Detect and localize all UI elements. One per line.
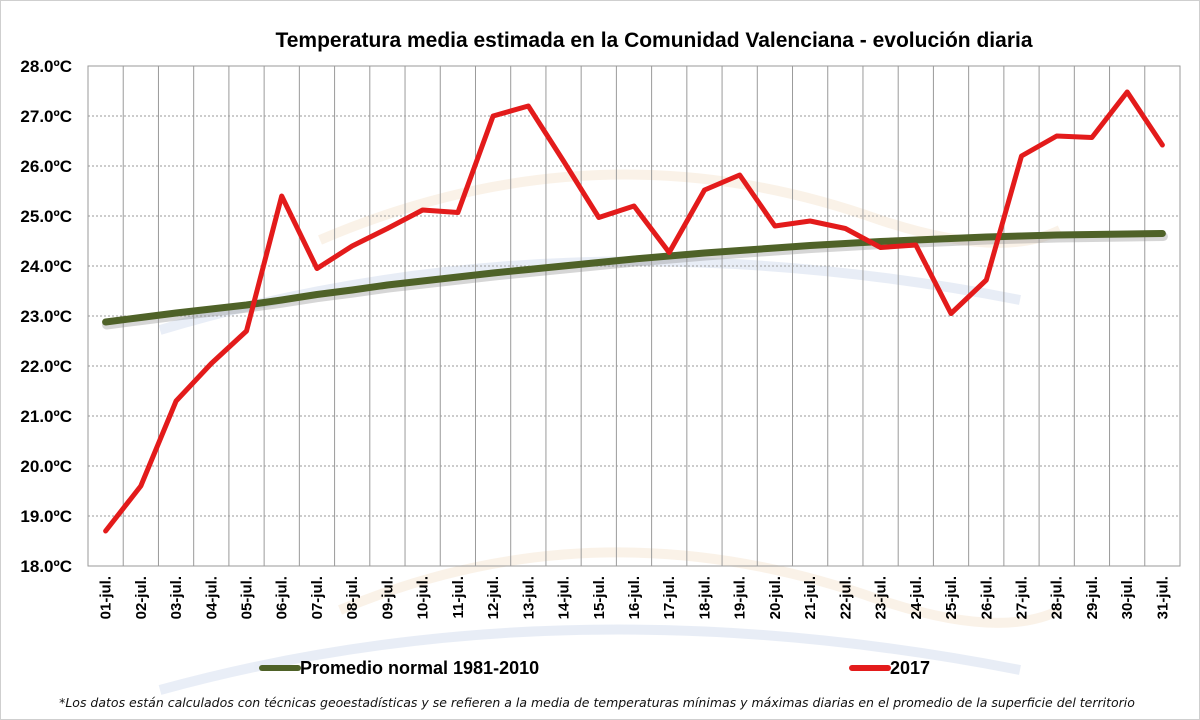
series-line-promedio (102, 230, 1166, 326)
x-tick-label: 16-jul. (626, 576, 643, 619)
series-line-2017 (103, 89, 1165, 534)
x-tick-label: 23-jul. (873, 576, 890, 619)
x-tick-label: 18-jul. (696, 576, 713, 619)
y-tick-label: 20.0ºC (20, 457, 72, 476)
x-tick-label: 27-jul. (1013, 576, 1030, 619)
x-tick-label: 20-jul. (767, 576, 784, 619)
series-layer (102, 89, 1168, 534)
x-tick-label: 15-jul. (591, 576, 608, 619)
x-tick-label: 03-jul. (168, 576, 185, 619)
x-tick-label: 13-jul. (520, 576, 537, 619)
chart-title: Temperatura media estimada en la Comunid… (275, 29, 1032, 52)
x-tick-label: 24-jul. (908, 576, 925, 619)
y-tick-label: 19.0ºC (20, 507, 72, 526)
x-tick-label: 30-jul. (1119, 576, 1136, 619)
footnote: *Los datos están calculados con técnicas… (59, 695, 1135, 710)
x-tick-label: 06-jul. (274, 576, 291, 619)
y-tick-label: 18.0ºC (20, 557, 72, 576)
x-axis-ticks: 01-jul. 02-jul. 03-jul. 04-jul. 05-jul. 06-ju… (98, 576, 1172, 619)
x-tick-label: 26-jul. (978, 576, 995, 619)
x-tick-label: 14-jul. (556, 576, 573, 619)
x-tick-label: 04-jul. (203, 576, 220, 619)
y-tick-label: 28.0ºC (20, 57, 72, 76)
x-tick-label: 08-jul. (344, 576, 361, 619)
x-tick-label: 19-jul. (732, 576, 749, 619)
y-tick-label: 21.0ºC (20, 407, 72, 426)
y-tick-label: 25.0ºC (20, 207, 72, 226)
x-tick-label: 31-jul. (1154, 576, 1171, 619)
y-tick-label: 26.0ºC (20, 157, 72, 176)
x-tick-label: 05-jul. (239, 576, 256, 619)
x-tick-label: 02-jul. (133, 576, 150, 619)
y-axis-ticks: 18.0ºC 19.0ºC 20.0ºC 21.0ºC 22.0ºC 23.0ºC 24.0… (20, 57, 72, 576)
x-tick-label: 28-jul. (1049, 576, 1066, 619)
x-tick-label: 21-jul. (802, 576, 819, 619)
x-tick-label: 12-jul. (485, 576, 502, 619)
x-tick-label: 17-jul. (661, 576, 678, 619)
legend-label-2017: 2017 (890, 658, 930, 678)
legend: Promedio normal 1981-2010 2017 (259, 658, 930, 678)
x-tick-label: 22-jul. (837, 576, 854, 619)
legend-label-promedio: Promedio normal 1981-2010 (300, 658, 539, 678)
y-tick-label: 27.0ºC (20, 107, 72, 126)
x-tick-label: 25-jul. (943, 576, 960, 619)
y-tick-label: 23.0ºC (20, 307, 72, 326)
y-tick-label: 22.0ºC (20, 357, 72, 376)
x-tick-label: 01-jul. (98, 576, 115, 619)
x-tick-label: 11-jul. (450, 576, 467, 619)
x-tick-label: 10-jul. (415, 576, 432, 619)
x-tick-label: 07-jul. (309, 576, 326, 619)
x-tick-label: 29-jul. (1084, 576, 1101, 619)
x-tick-label: 09-jul. (379, 576, 396, 619)
y-tick-label: 24.0ºC (20, 257, 72, 276)
